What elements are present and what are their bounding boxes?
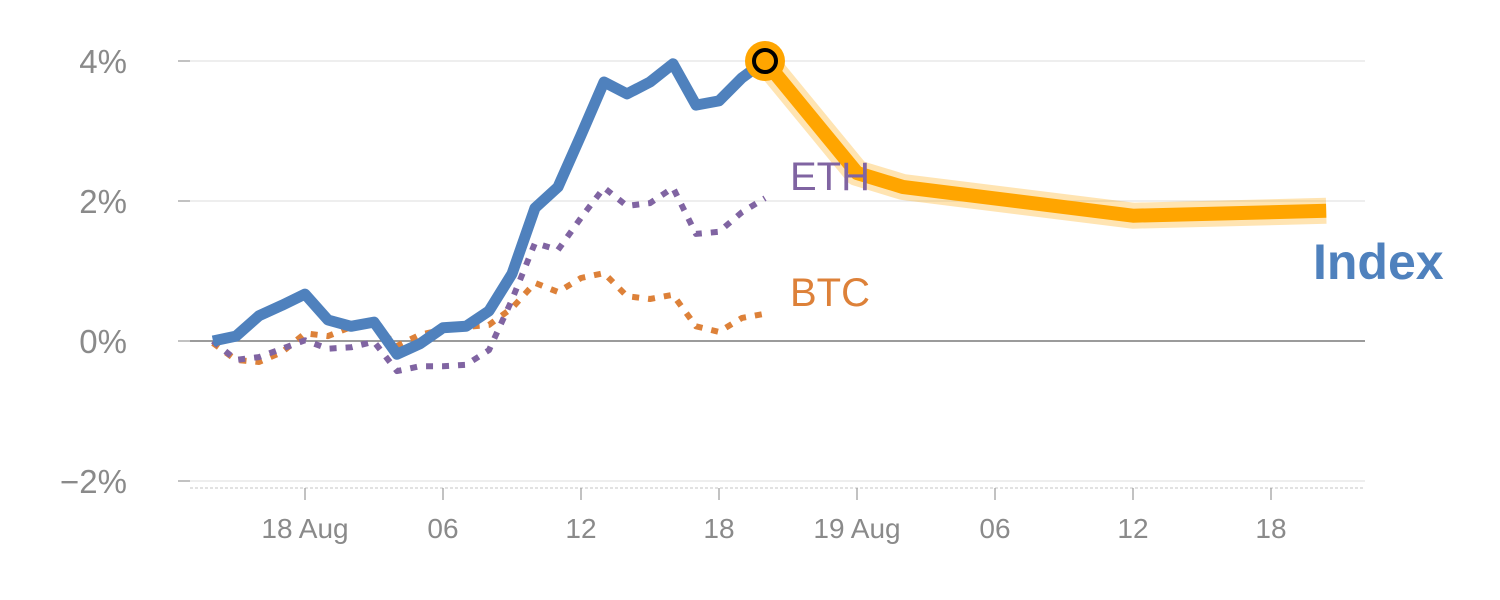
series-label-btc: BTC <box>790 271 870 315</box>
x-tick-label: 06 <box>427 513 458 544</box>
x-tick-label: 18 <box>703 513 734 544</box>
y-tick-label: 2% <box>79 183 127 220</box>
y-tick-label: −2% <box>60 463 127 500</box>
series-line-btc <box>211 270 766 365</box>
x-tick-label: 06 <box>979 513 1010 544</box>
gridlines <box>190 60 1365 482</box>
y-tick-label: 0% <box>79 323 127 360</box>
series-lines <box>211 41 1327 375</box>
series-label-index: Index <box>1313 234 1444 290</box>
x-tick-label: 18 Aug <box>261 513 348 544</box>
x-tick-label: 19 Aug <box>813 513 900 544</box>
y-tick-label: 4% <box>79 43 127 80</box>
series-line-index <box>211 56 769 360</box>
current-point-marker <box>752 48 778 74</box>
series-line-eth <box>211 184 767 375</box>
x-tick-label: 12 <box>1117 513 1148 544</box>
x-tick-label: 18 <box>1255 513 1286 544</box>
x-axis: 18 Aug 06 12 18 19 Aug 06 12 18 <box>190 487 1365 544</box>
y-axis: 4% 2% 0% −2% <box>60 43 190 500</box>
series-label-eth: ETH <box>790 155 870 199</box>
forecast-line <box>759 56 1327 223</box>
x-tick-label: 12 <box>565 513 596 544</box>
